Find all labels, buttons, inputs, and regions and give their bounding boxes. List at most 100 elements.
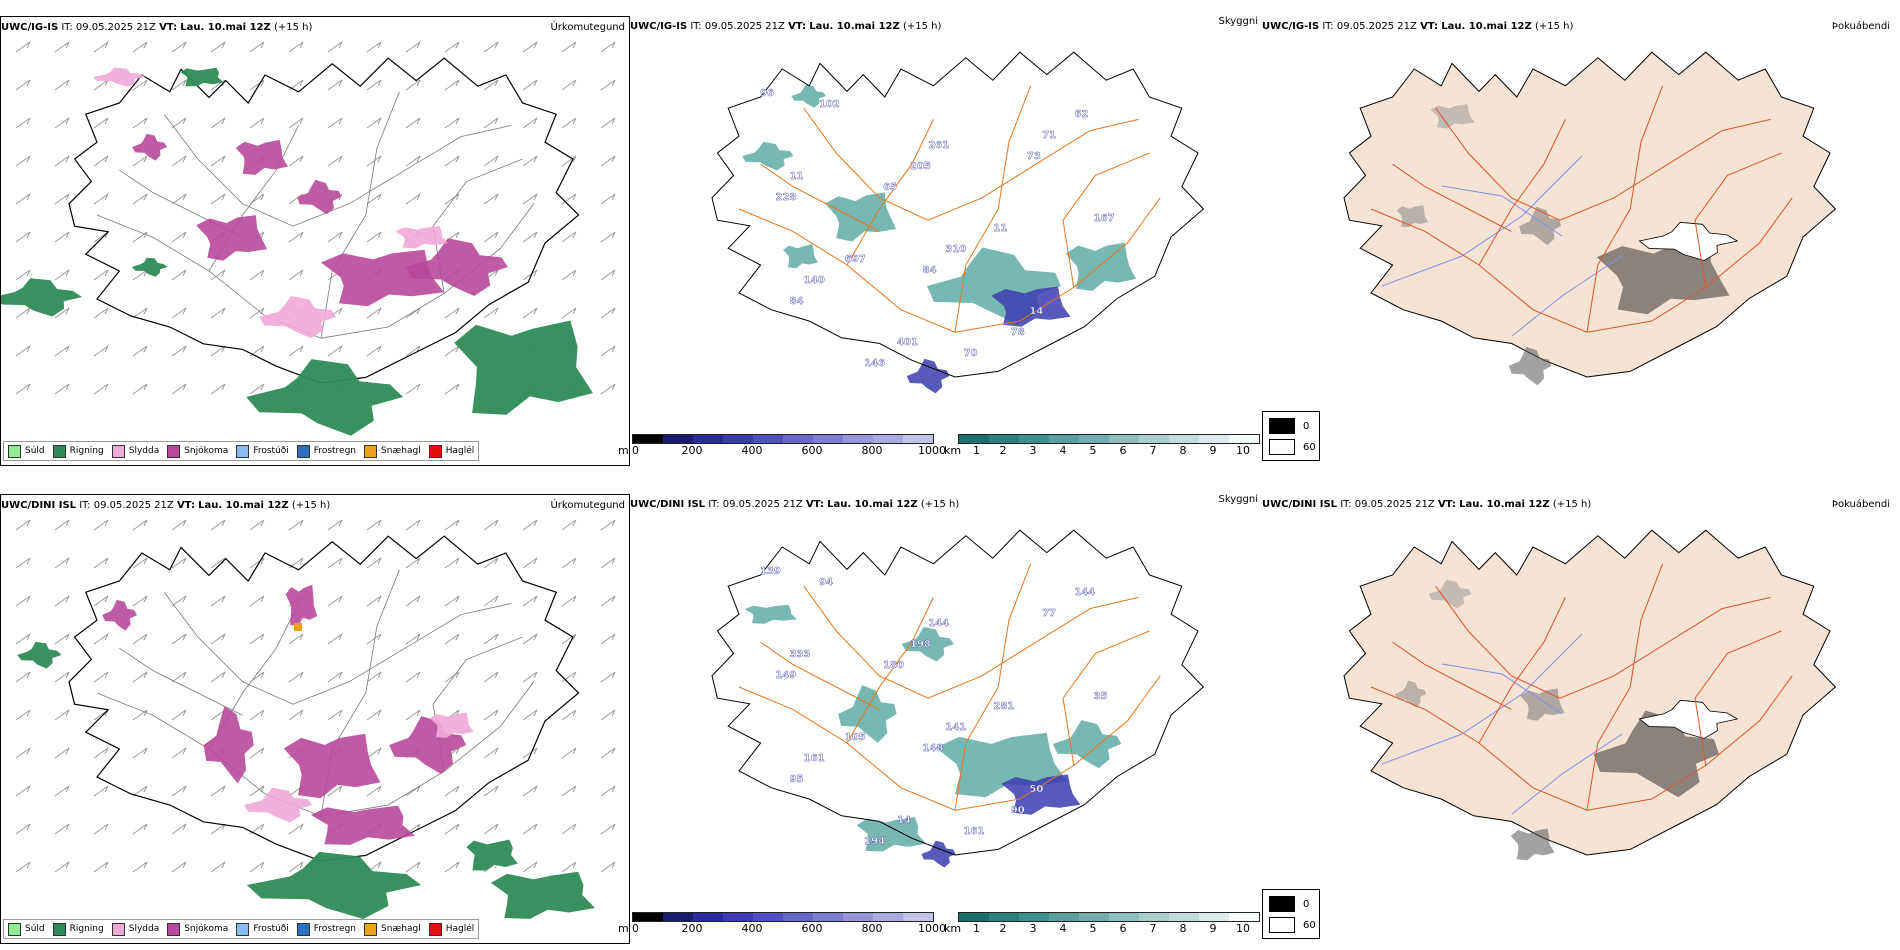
panel-header: UWC/DINI ISL IT: 09.05.2025 21Z VT: Lau.…	[630, 499, 960, 510]
wind-barb	[405, 595, 421, 607]
wind-barb	[54, 785, 70, 797]
low-ceiling-area	[1001, 774, 1081, 815]
rain-area	[246, 851, 422, 919]
wind-barb	[366, 79, 382, 91]
wind-barb	[288, 269, 304, 281]
ceiling-value-label: 161	[804, 753, 825, 764]
wind-barb	[444, 155, 460, 167]
ceiling-value-label: 180	[883, 660, 904, 671]
wind-barb	[600, 709, 616, 721]
colorbar-tick-label: 5	[1089, 444, 1097, 457]
wind-barb	[210, 671, 226, 683]
colorbar-tick-label: 2	[999, 922, 1007, 935]
visibility-panel-top: UWC/IG-IS IT: 09.05.2025 21Z VT: Lau. 10…	[618, 16, 1260, 466]
precip-legend-swatch	[167, 444, 181, 458]
wind-barb	[600, 861, 616, 873]
fog-indicator-area	[1510, 828, 1555, 861]
wind-barb	[171, 633, 187, 645]
colorbar-tick-label: 4	[1059, 922, 1067, 935]
colorbar-tick-label: 800	[861, 922, 883, 935]
wind-barb	[249, 557, 265, 569]
wind-barb	[15, 155, 31, 167]
precip-legend-label: Rigning	[69, 924, 104, 934]
wind-barb	[366, 595, 382, 607]
panel-title: Skyggni	[1218, 16, 1258, 27]
ceiling-value-label: 84	[923, 265, 937, 276]
wind-barb	[444, 307, 460, 319]
wind-barb	[522, 155, 538, 167]
ceiling-value-label: 144	[1074, 587, 1095, 598]
ceiling-value-label: 140	[804, 275, 825, 286]
wind-barb	[249, 785, 265, 797]
wind-barb	[15, 823, 31, 835]
road-line	[119, 647, 243, 716]
ceiling-value-label: 141	[945, 722, 966, 733]
colorbar-cell	[1049, 913, 1079, 921]
colorbar-cell	[1169, 913, 1199, 921]
colorbar-cell	[903, 435, 933, 443]
colorbar-tick-label: 1	[973, 444, 980, 457]
precip-legend-item: Snjókoma	[167, 922, 228, 936]
wind-barb	[288, 709, 304, 721]
wind-barb	[93, 117, 109, 129]
colorbar-cell	[1019, 435, 1049, 443]
wind-barb	[366, 193, 382, 205]
precip-legend-swatch	[236, 922, 250, 936]
visibility-map: 96 11 697 401 261 11 14 62 228 140 146 205 310 78 71 16…	[711, 51, 1205, 394]
wind-barb	[15, 861, 31, 873]
precip-legend-swatch	[296, 444, 310, 458]
wind-barb	[132, 671, 148, 683]
precip-legend-swatch	[52, 922, 66, 936]
wind-barb	[171, 41, 187, 53]
precip-legend-swatch	[428, 444, 442, 458]
colorbar-cell	[843, 435, 873, 443]
wind-barb	[522, 269, 538, 281]
colorbar-strip	[632, 912, 934, 922]
rain-area	[466, 839, 518, 871]
wind-barb	[522, 785, 538, 797]
precip-legend-item: Súld	[8, 444, 45, 458]
snowfall-area	[203, 706, 254, 784]
wind-barb	[249, 41, 265, 53]
fog-indicator-area	[1430, 104, 1475, 129]
wind-barb	[54, 231, 70, 243]
wind-barb	[15, 595, 31, 607]
wind-barb	[171, 345, 187, 357]
wind-barb	[405, 823, 421, 835]
low-visibility-area	[1052, 720, 1122, 769]
precip-legend-swatch	[52, 444, 66, 458]
colorbar-tick-label: 0	[632, 922, 639, 935]
sleet-area	[243, 787, 313, 823]
wind-barb	[522, 79, 538, 91]
wind-barb	[54, 345, 70, 357]
wind-barb	[288, 345, 304, 357]
snowfall-area	[389, 716, 467, 774]
panel-header: UWC/DINI ISL IT: 09.05.2025 21Z VT: Lau.…	[1262, 499, 1592, 510]
wind-barb	[327, 155, 343, 167]
wind-barb	[561, 823, 577, 835]
rain-area	[454, 320, 593, 415]
precip-legend-label: Frostregn	[313, 924, 357, 934]
road-line	[954, 563, 1032, 811]
wind-barb	[171, 383, 187, 395]
colorbar-tick-label: 1	[973, 922, 980, 935]
wind-barb	[54, 519, 70, 531]
wind-barb	[444, 117, 460, 129]
wind-barb	[483, 709, 499, 721]
wind-barb	[327, 595, 343, 607]
wind-barb	[327, 41, 343, 53]
wind-barb	[327, 345, 343, 357]
precip-legend-item: Slydda	[111, 922, 159, 936]
wind-barb	[54, 633, 70, 645]
fog-legend-high-label: 0	[1303, 420, 1310, 432]
wind-barb	[366, 307, 382, 319]
low-ceiling-area	[991, 286, 1071, 327]
wind-barb	[132, 345, 148, 357]
wind-barb	[600, 41, 616, 53]
wind-barb	[93, 155, 109, 167]
wind-barb	[132, 709, 148, 721]
wind-barb	[444, 861, 460, 873]
precip-type-legend: Súld Rigning Slydda Snjókoma Frostúði Frostre…	[3, 919, 480, 939]
wind-barb	[93, 79, 109, 91]
precip-legend-label: Snjókoma	[184, 446, 229, 456]
